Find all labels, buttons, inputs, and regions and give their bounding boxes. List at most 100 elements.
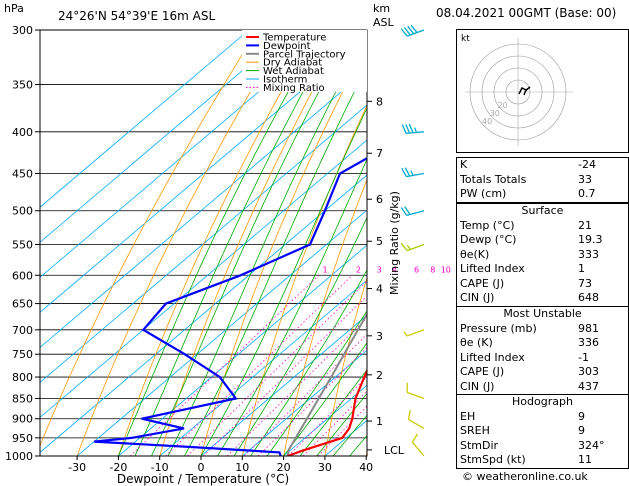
x-tick-label: 10	[235, 461, 249, 474]
most-unstable-param-key: θe (K)	[460, 336, 493, 349]
dewpoint-line	[93, 157, 367, 456]
index-param-value: 0.7	[578, 187, 596, 200]
wet-adiabat-line	[250, 269, 367, 456]
dry-adiabat-line	[76, 30, 288, 456]
most-unstable-param-value: 981	[578, 321, 599, 335]
surface-param-value: 333	[578, 247, 599, 261]
hodograph-param-row: StmSpd (kt) 11	[457, 453, 628, 468]
surface-param-value: 73	[578, 276, 592, 290]
surface-title: Surface	[521, 204, 564, 217]
mixing-ratio-axis-title: Mixing Ratio (g/kg)	[388, 191, 401, 295]
wind-barb-flag	[401, 124, 407, 134]
wind-barb-flag	[400, 28, 408, 37]
mixing-ratio-label: 4	[392, 265, 397, 274]
index-param-key: PW (cm)	[460, 187, 507, 200]
wind-barb-flag	[403, 27, 411, 36]
surface-param-value: 21	[578, 218, 592, 232]
x-tick-label: 20	[277, 461, 291, 474]
wind-barb-half-flag	[413, 127, 418, 133]
wet-adiabat-line	[316, 392, 367, 456]
wet-adiabat-line	[217, 158, 367, 456]
surface-param-row: Dewp (°C) 19.3	[457, 233, 628, 248]
surface-param-value: 648	[578, 291, 599, 304]
most-unstable-param-row: Pressure (mb) 981	[457, 322, 628, 337]
hodograph-param-row: SREH 9	[457, 424, 628, 439]
wind-barb	[407, 409, 425, 429]
surface-param-key: CIN (J)	[460, 291, 495, 304]
temperature-line	[287, 368, 367, 456]
date-title: 08.04.2021 00GMT (Base: 00)	[436, 6, 617, 20]
isotherm-line	[200, 314, 367, 456]
surface-box: Surface Temp (°C) 21 Dewp (°C) 19.3 θe(K) 333…	[456, 203, 629, 307]
mixing-ratio-line	[165, 275, 353, 456]
hodograph-param-key: StmDir	[460, 438, 499, 452]
wet-adiabat-line	[299, 369, 367, 456]
wind-barb-half-flag	[406, 244, 411, 250]
x-axis-title: Dewpoint / Temperature (°C)	[117, 472, 289, 486]
legend-entry: Temperature	[262, 33, 326, 44]
isotherm-line	[40, 139, 367, 418]
hodograph-param-key: EH	[460, 409, 476, 423]
most-unstable-param-key: CIN (J)	[460, 379, 495, 393]
mixing-ratio-line	[244, 333, 367, 456]
mixing-ratio-label: 1	[323, 265, 328, 274]
mixing-ratio-label: 2	[356, 265, 361, 274]
most-unstable-param-value: 336	[578, 336, 599, 349]
most-unstable-param-key: Lifted Index	[460, 350, 525, 364]
hodograph-unit: kt	[461, 34, 470, 44]
y-tick-label: 350	[12, 79, 33, 92]
wind-barb-flag	[401, 167, 407, 177]
y-tick-label: 650	[12, 298, 33, 311]
most-unstable-box: Most Unstable Pressure (mb) 981 θe (K) 336 L…	[456, 306, 629, 395]
wind-barb-flag	[405, 124, 411, 134]
index-param-value: -24	[578, 158, 596, 171]
dry-adiabat-line	[40, 30, 258, 447]
most-unstable-param-key: Pressure (mb)	[460, 321, 537, 335]
hodograph-trace	[518, 87, 527, 96]
wind-barb	[411, 433, 425, 457]
hodograph-param-key: SREH	[460, 424, 490, 437]
hodograph-ring-label: 30	[490, 109, 500, 118]
legend-entry: Dewpoint	[263, 41, 311, 52]
dry-adiabat-line	[283, 178, 367, 456]
y-tick-label: 700	[12, 324, 33, 337]
y-tick-label: 500	[12, 205, 33, 218]
most-unstable-param-key: CAPE (J)	[460, 365, 505, 378]
mixing-ratio-label: 10	[441, 265, 451, 274]
index-param-key: Totals Totals	[460, 172, 527, 186]
x-tick-label: 30	[318, 461, 332, 474]
mixing-ratio-label: 6	[414, 265, 419, 274]
wind-barb-half-flag	[403, 331, 408, 337]
isotherm-line	[159, 279, 367, 456]
hodograph-params-box: Hodograph EH 9 SREH 9 StmDir 324° StmSpd (kt) 1…	[456, 394, 629, 469]
wind-barb-staff	[408, 418, 425, 429]
y-tick-label: 950	[12, 432, 33, 445]
wind-barb-flag	[407, 25, 415, 35]
isotherm-line	[40, 174, 367, 453]
y-tick-label: 300	[12, 24, 33, 37]
km-label: km	[373, 2, 390, 15]
km-tick-label: 3	[376, 330, 383, 343]
wind-barb-flag	[410, 24, 418, 33]
surface-param-key: CAPE (J)	[460, 276, 505, 290]
wind-barb-staff	[406, 329, 425, 337]
wind-barb-flag	[404, 206, 411, 215]
most-unstable-title: Most Unstable	[503, 307, 582, 320]
km-tick-label: 7	[376, 147, 383, 160]
hodograph-param-row: StmDir 324°	[457, 439, 628, 454]
hodograph-storm-vector	[524, 86, 531, 92]
x-tick-label: 40	[359, 461, 373, 474]
most-unstable-param-value: 303	[578, 365, 599, 378]
wet-adiabat-line	[283, 342, 367, 456]
surface-param-row: CAPE (J) 73	[457, 277, 628, 292]
x-tick-label: 0	[198, 461, 205, 474]
y-tick-label: 400	[12, 126, 33, 139]
index-param-row: PW (cm) 0.7	[457, 187, 628, 202]
isotherm-line	[40, 34, 367, 313]
wet-adiabat-line	[118, 30, 324, 456]
surface-param-row: Lifted Index 1	[457, 262, 628, 277]
